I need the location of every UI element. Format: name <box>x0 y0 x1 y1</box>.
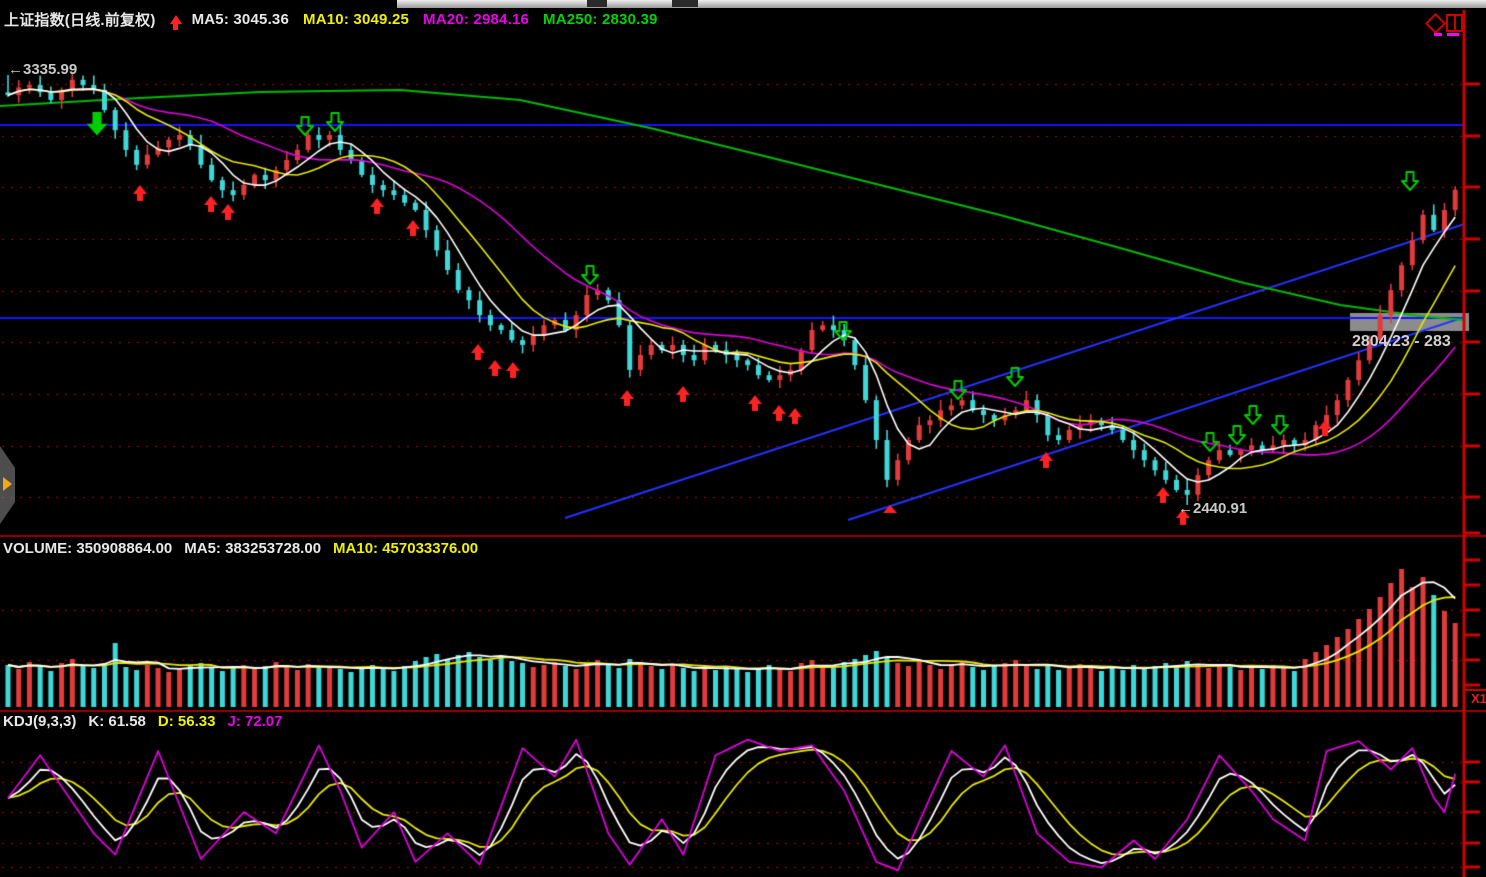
toolbar-seam <box>587 0 607 7</box>
window-edge-strip <box>397 0 1486 8</box>
magenta-dash-icon <box>1434 33 1442 36</box>
toolbar-seam <box>672 0 698 7</box>
kdj-indicator-label: KDJ(9,3,3) <box>3 713 77 730</box>
kdj-header: KDJ(9,3,3) K: 61.58 D: 56.33 J: 72.07 <box>3 713 295 730</box>
ma20-value: MA20: 2984.16 <box>423 10 530 28</box>
volume-header: VOLUME: 350908864.00 MA5: 383253728.00 M… <box>3 540 490 557</box>
symbol-title: 上证指数(日线.前复权) <box>4 11 156 29</box>
expand-arrow-icon <box>3 477 12 491</box>
up-arrow-icon <box>169 14 182 30</box>
volume-value: VOLUME: 350908864.00 <box>3 540 173 557</box>
kdj-k-value: K: 61.58 <box>88 713 146 730</box>
volume-ma10-value: MA10: 457033376.00 <box>333 540 479 557</box>
window-panes-icon[interactable] <box>1446 14 1463 32</box>
x1-scale-button[interactable]: X1 <box>1471 691 1486 706</box>
sidebar-flyout-tab[interactable] <box>0 446 15 524</box>
kdj-d-value: D: 56.33 <box>157 713 216 730</box>
ma5-value: MA5: 3045.36 <box>191 10 290 28</box>
main-chart-header: 上证指数(日线.前复权) MA5: 3045.36 MA10: 3049.25 … <box>4 9 672 30</box>
ma10-value: MA10: 3049.25 <box>303 10 410 28</box>
kdj-j-value: J: 72.07 <box>227 713 283 730</box>
ma250-value: MA250: 2830.39 <box>543 10 658 28</box>
zone-range-label: 2804.23 - 283 <box>1352 333 1451 350</box>
low-price-label: ←2440.91 <box>1178 500 1248 517</box>
magenta-dash-icon <box>1447 33 1459 36</box>
peak-price-label: ←3335.99 <box>8 61 78 78</box>
volume-ma5-value: MA5: 383253728.00 <box>184 540 322 557</box>
